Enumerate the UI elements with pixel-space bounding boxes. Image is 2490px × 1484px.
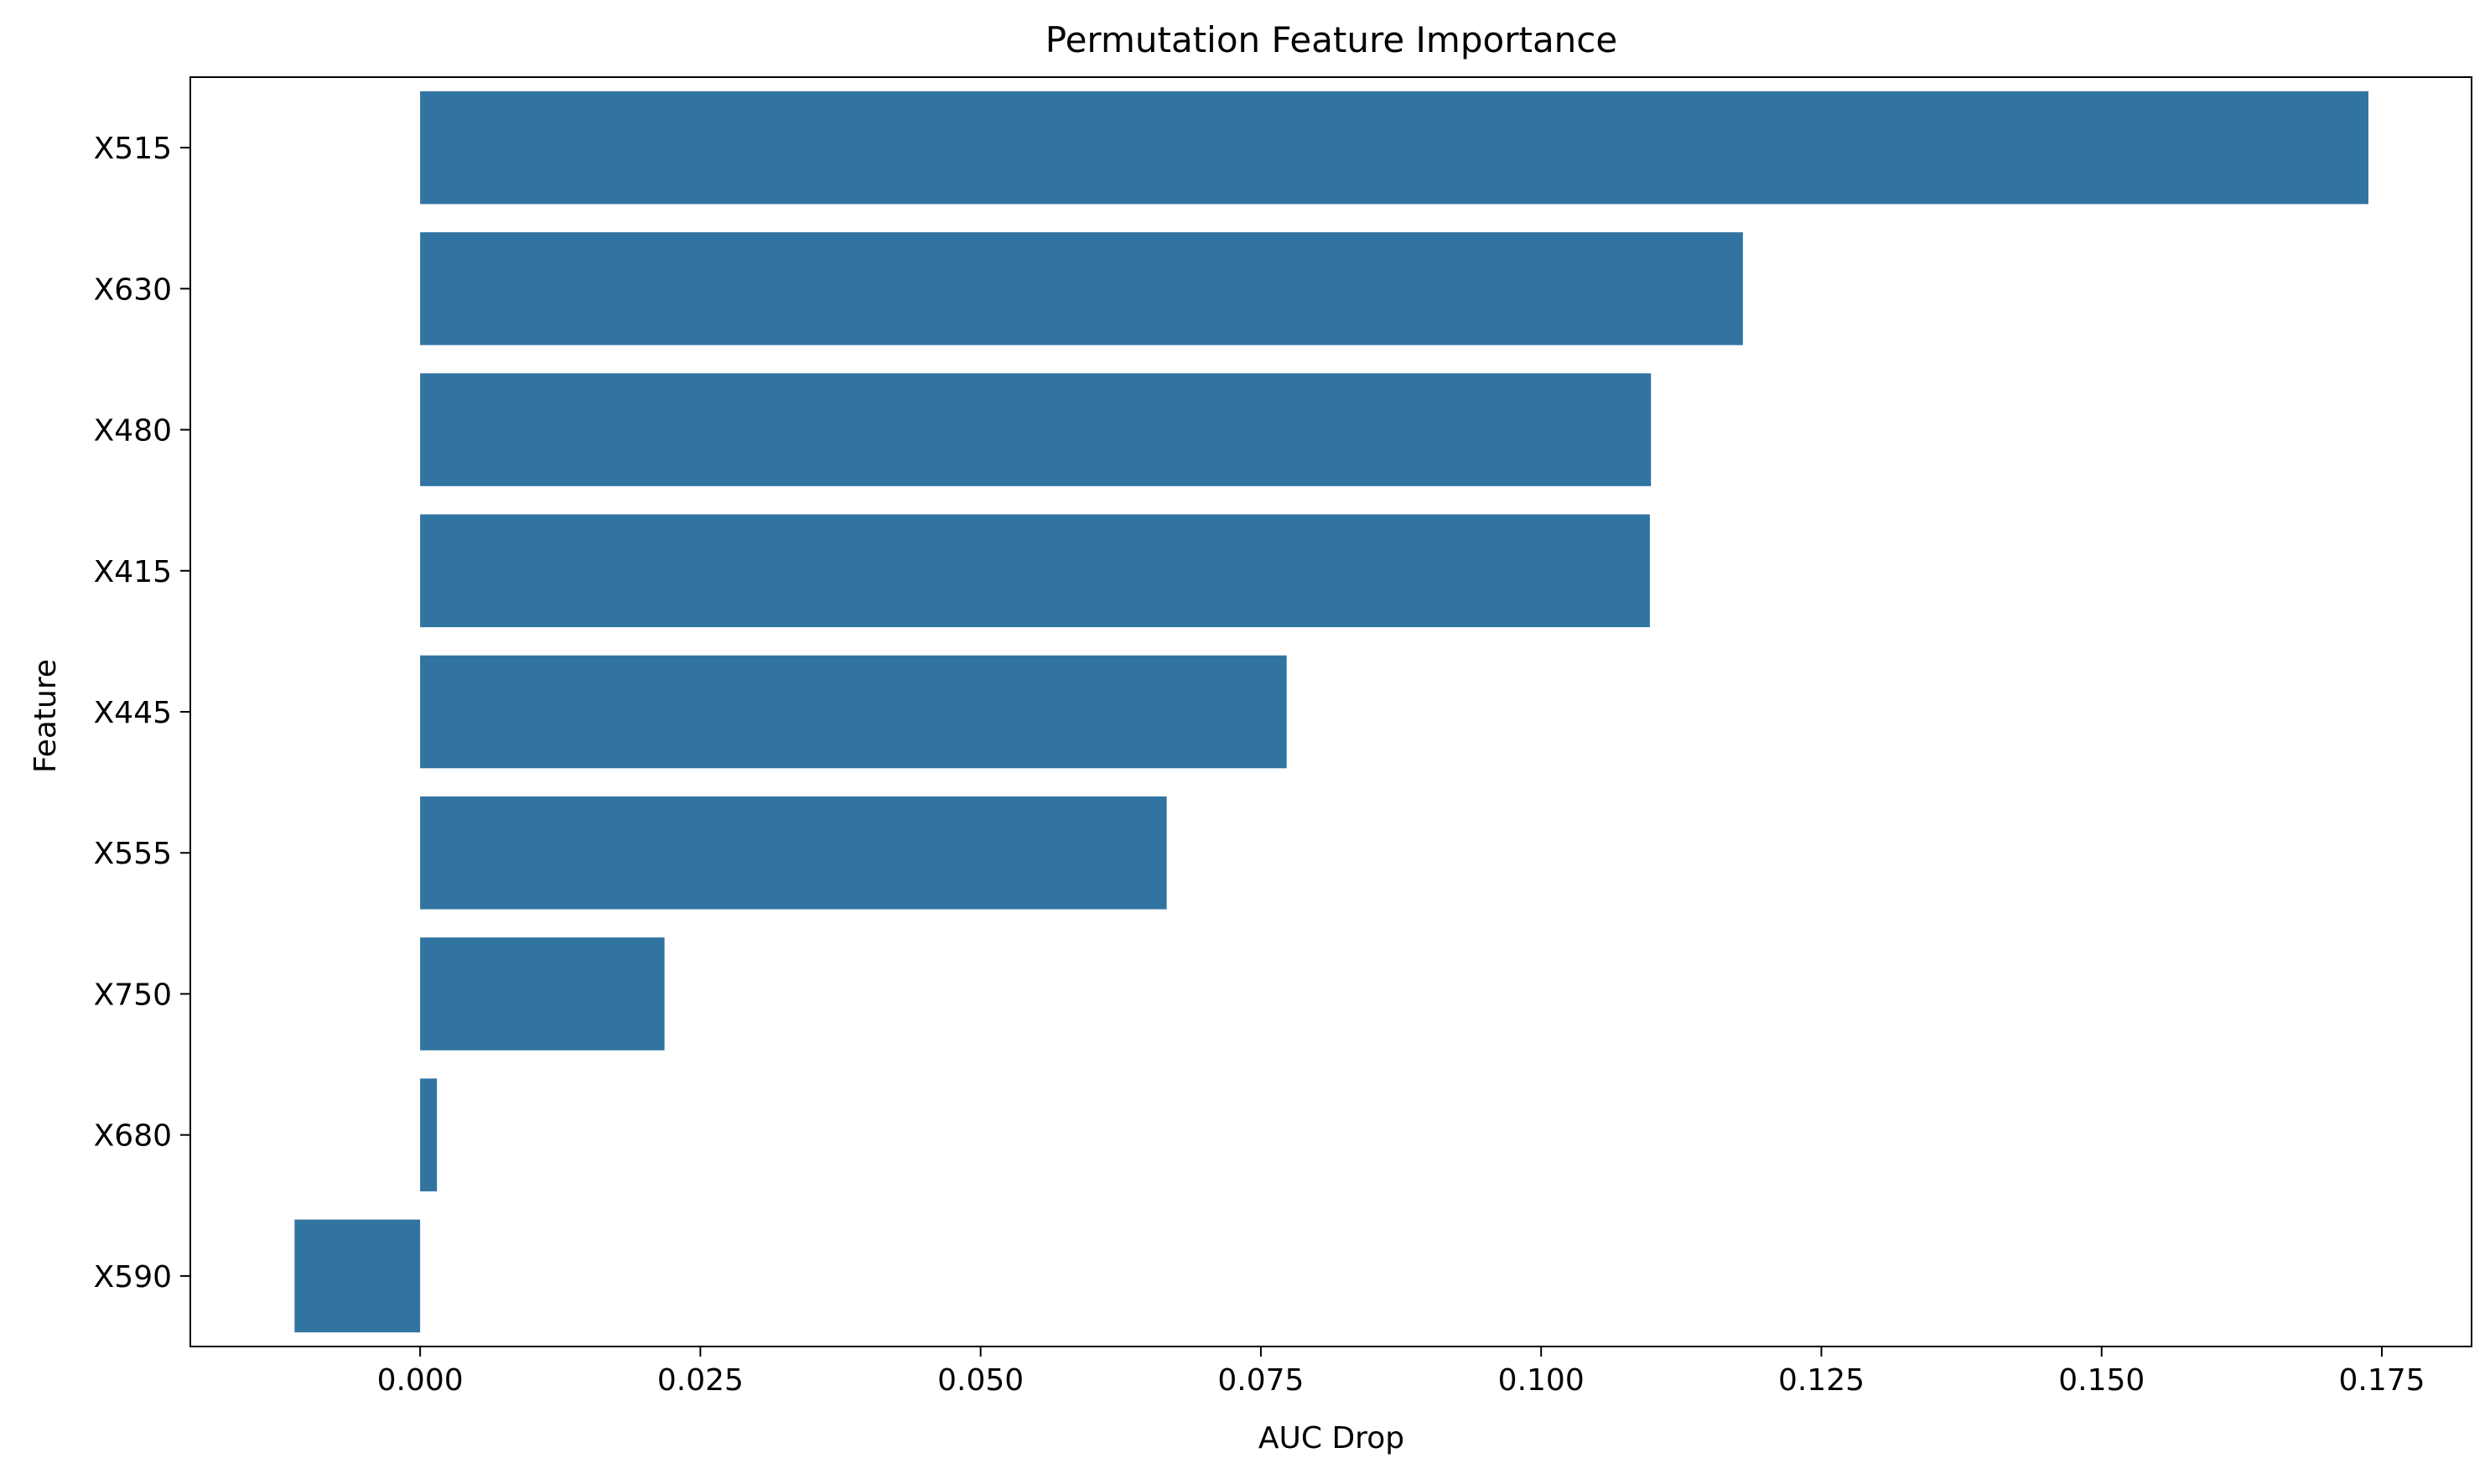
- x-tick-label: 0.125: [1778, 1363, 1865, 1398]
- y-tick-label-x515: X515: [94, 132, 172, 166]
- bar-x555: [420, 796, 1167, 910]
- bar-x680: [420, 1078, 438, 1191]
- y-tick-label-x445: X445: [94, 696, 172, 730]
- x-tick-label: 0.000: [377, 1363, 464, 1398]
- y-tick-label-x750: X750: [94, 978, 172, 1012]
- y-tick-label-x680: X680: [94, 1119, 172, 1154]
- x-tick-label: 0.050: [937, 1363, 1024, 1398]
- bar-x630: [420, 232, 1743, 345]
- x-tick-label: 0.025: [657, 1363, 744, 1398]
- x-tick-label: 0.175: [2339, 1363, 2425, 1398]
- y-axis-label: Feature: [29, 659, 63, 773]
- y-tick-label-x480: X480: [94, 414, 172, 449]
- bar-x590: [294, 1219, 421, 1333]
- y-tick-label-x415: X415: [94, 555, 172, 589]
- plot-area: X515 X630 X480 X415 X445 X555 X750 X680 X590 0.00…: [94, 76, 2472, 1398]
- bar-x750: [420, 937, 665, 1051]
- y-tick-label-x590: X590: [94, 1260, 172, 1295]
- bar-x445: [420, 655, 1287, 769]
- y-tick-label-x555: X555: [94, 837, 172, 871]
- y-tick-label-x630: X630: [94, 272, 172, 307]
- plot-frame: [189, 76, 2472, 1347]
- chart-title: Permutation Feature Importance: [1045, 19, 1617, 60]
- x-tick-label: 0.150: [2058, 1363, 2145, 1398]
- x-axis-label: AUC Drop: [1258, 1421, 1404, 1455]
- x-tick-label: 0.075: [1217, 1363, 1304, 1398]
- bar-x480: [420, 373, 1652, 486]
- bar-x515: [420, 91, 2368, 205]
- bar-x415: [420, 514, 1650, 628]
- x-tick-label: 0.100: [1498, 1363, 1585, 1398]
